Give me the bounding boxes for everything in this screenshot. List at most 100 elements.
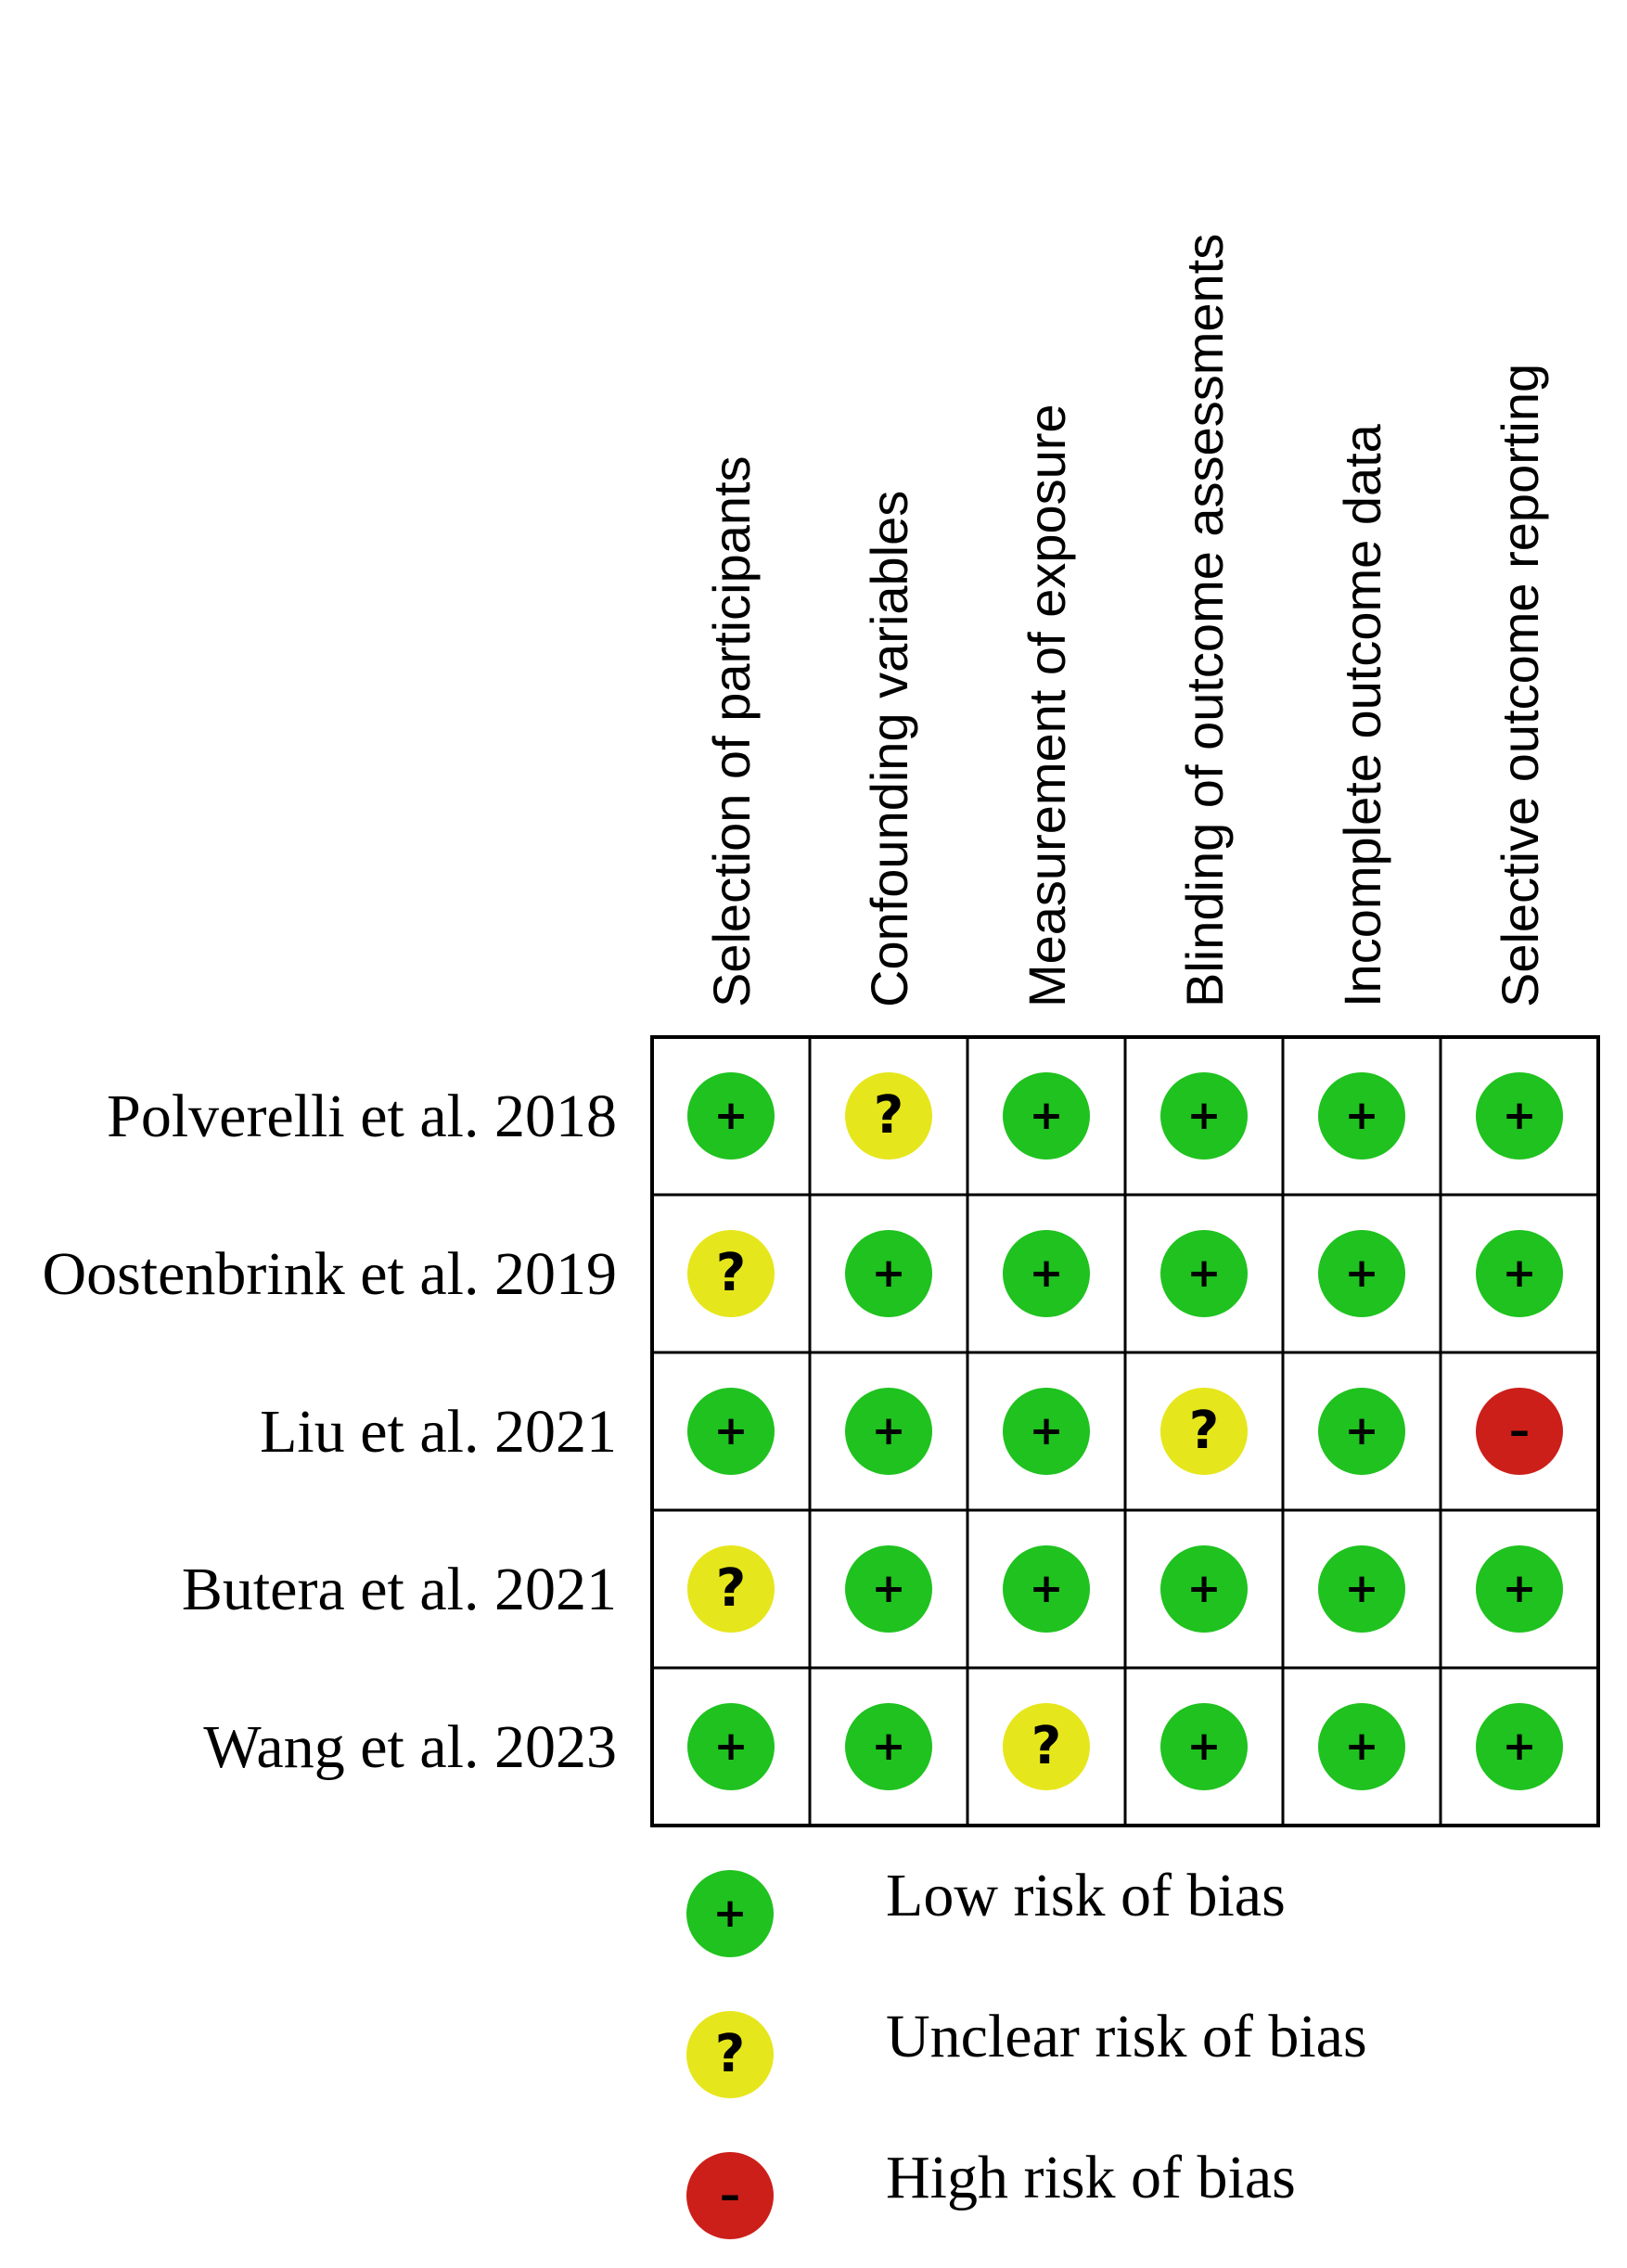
judgement-low-r1-c3: +: [1003, 1072, 1090, 1160]
judgement-low-r5-c5-circle: [1318, 1703, 1405, 1790]
judgement-unclear-r1-c2-circle: [845, 1072, 932, 1160]
judgement-low-r2-c3-symbol: +: [1030, 1249, 1064, 1297]
judgement-low-r5-c1-circle: [687, 1703, 775, 1790]
judgement-low-r2-c6: +: [1476, 1230, 1563, 1317]
judgement-unclear-r4-c1-circle: [687, 1545, 775, 1633]
judgement-low-r4-c3-symbol: +: [1030, 1565, 1064, 1612]
judgement-low-r4-c3: +: [1003, 1545, 1090, 1633]
judgement-high-r3-c6-circle: [1476, 1388, 1563, 1475]
judgement-low-r2-c5: +: [1318, 1230, 1405, 1317]
legend-high-icon-symbol: –: [720, 2172, 740, 2219]
legend-high-icon: –: [686, 2152, 774, 2239]
judgement-low-r4-c5: +: [1318, 1545, 1405, 1633]
judgement-low-r2-c4-symbol: +: [1187, 1249, 1222, 1297]
judgement-low-r3-c5-symbol: +: [1345, 1407, 1379, 1454]
judgement-low-r1-c3-symbol: +: [1030, 1092, 1064, 1139]
judgement-low-r1-c6: +: [1476, 1072, 1563, 1160]
row-label-4: Butera et al. 2021: [182, 1556, 617, 1623]
column-label-4: Blinding of outcome assessments: [1175, 234, 1234, 1007]
judgement-low-r2-c2-circle: [845, 1230, 932, 1317]
judgement-high-r3-c6-symbol: –: [1509, 1407, 1530, 1454]
judgement-low-r5-c2: +: [845, 1703, 932, 1790]
judgement-low-r4-c6: +: [1476, 1545, 1563, 1633]
judgement-low-r3-c2-symbol: +: [872, 1407, 906, 1454]
judgement-low-r5-c5-symbol: +: [1345, 1723, 1379, 1770]
judgement-low-r4-c4: +: [1160, 1545, 1248, 1633]
judgement-unclear-r4-c1: ?: [687, 1545, 775, 1633]
row-label-5: Wang et al. 2023: [203, 1713, 617, 1781]
judgement-unclear-r3-c4: ?: [1160, 1388, 1248, 1475]
judgement-low-r4-c4-symbol: +: [1187, 1565, 1222, 1612]
judgement-low-r2-c4: +: [1160, 1230, 1248, 1317]
judgement-marks: +? + + + +? + + + + + + + +? + –? + + + + + + +? + + +: [687, 1072, 1563, 1790]
judgement-low-r5-c1: +: [687, 1703, 775, 1790]
column-label-6: Selective outcome reporting: [1491, 364, 1549, 1007]
column-labels: Selection of participants Confounding var…: [702, 234, 1549, 1007]
judgement-low-r5-c4: +: [1160, 1703, 1248, 1790]
judgement-unclear-r3-c4-symbol: ?: [1189, 1401, 1219, 1461]
judgement-low-r1-c1: +: [687, 1072, 775, 1160]
legend-unclear-icon-circle: [686, 2011, 774, 2098]
row-label-3: Liu et al. 2021: [260, 1398, 617, 1466]
column-label-5: Incomplete outcome data: [1333, 423, 1391, 1007]
judgement-low-r4-c6-symbol: +: [1503, 1565, 1537, 1612]
judgement-low-r3-c5: +: [1318, 1388, 1405, 1475]
judgement-low-r2-c6-symbol: +: [1503, 1249, 1537, 1297]
judgement-grid: [650, 1035, 1600, 1827]
judgement-low-r1-c1-symbol: +: [714, 1092, 749, 1139]
judgement-low-r5-c6-circle: [1476, 1703, 1563, 1790]
judgement-low-r1-c6-circle: [1476, 1072, 1563, 1160]
judgement-low-r4-c4-circle: [1160, 1545, 1248, 1633]
legend-label-low: Low risk of bias: [886, 1862, 1286, 1929]
judgement-low-r1-c4-circle: [1160, 1072, 1248, 1160]
judgement-low-r1-c5-symbol: +: [1345, 1092, 1379, 1139]
judgement-low-r1-c6-symbol: +: [1503, 1092, 1537, 1139]
judgement-low-r1-c4-symbol: +: [1187, 1092, 1222, 1139]
judgement-low-r3-c3-symbol: +: [1030, 1407, 1064, 1454]
judgement-low-r1-c5: +: [1318, 1072, 1405, 1160]
judgement-low-r5-c2-symbol: +: [872, 1723, 906, 1770]
judgement-low-r1-c4: +: [1160, 1072, 1248, 1160]
legend-unclear-icon-symbol: ?: [715, 2024, 745, 2084]
judgement-low-r1-c1-circle: [687, 1072, 775, 1160]
judgement-low-r2-c2: +: [845, 1230, 932, 1317]
judgement-low-r3-c2-circle: [845, 1388, 932, 1475]
judgement-unclear-r2-c1: ?: [687, 1230, 775, 1317]
judgement-low-r5-c1-symbol: +: [714, 1723, 749, 1770]
judgement-low-r3-c1: +: [687, 1388, 775, 1475]
legend-high-icon-circle: [686, 2152, 774, 2239]
judgement-low-r5-c6: +: [1476, 1703, 1563, 1790]
judgement-low-r4-c5-circle: [1318, 1545, 1405, 1633]
legend-unclear-icon: ?: [686, 2011, 774, 2098]
judgement-low-r4-c5-symbol: +: [1345, 1565, 1379, 1612]
judgement-low-r4-c2-symbol: +: [872, 1565, 906, 1612]
legend-low-icon-symbol: +: [713, 1890, 748, 1937]
judgement-low-r2-c4-circle: [1160, 1230, 1248, 1317]
judgement-unclear-r1-c2: ?: [845, 1072, 932, 1160]
judgement-low-r4-c2: +: [845, 1545, 932, 1633]
judgement-unclear-r2-c1-circle: [687, 1230, 775, 1317]
legend-label-unclear: Unclear risk of bias: [886, 2003, 1367, 2070]
column-label-1: Selection of participants: [702, 455, 761, 1007]
judgement-low-r3-c5-circle: [1318, 1388, 1405, 1475]
judgement-low-r2-c5-circle: [1318, 1230, 1405, 1317]
judgement-low-r5-c4-circle: [1160, 1703, 1248, 1790]
judgement-low-r1-c3-circle: [1003, 1072, 1090, 1160]
judgement-low-r2-c2-symbol: +: [872, 1249, 906, 1297]
judgement-low-r4-c2-circle: [845, 1545, 932, 1633]
judgement-unclear-r5-c3-circle: [1003, 1703, 1090, 1790]
legend-low-icon-circle: [686, 1870, 774, 1957]
legend: + Low risk of bias? Unclear risk of bias – H…: [686, 1862, 1367, 2239]
judgement-low-r5-c6-symbol: +: [1503, 1723, 1537, 1770]
judgement-low-r4-c6-circle: [1476, 1545, 1563, 1633]
legend-low-icon: +: [686, 1870, 774, 1957]
judgement-low-r3-c1-symbol: +: [714, 1407, 749, 1454]
row-labels: Polverelli et al. 2018 Oostenbrink et al.…: [42, 1083, 617, 1781]
column-label-3: Measurement of exposure: [1018, 404, 1076, 1007]
column-label-2: Confounding variables: [860, 491, 918, 1007]
judgement-high-r3-c6: –: [1476, 1388, 1563, 1475]
judgement-low-r3-c3-circle: [1003, 1388, 1090, 1475]
row-label-2: Oostenbrink et al. 2019: [42, 1240, 617, 1308]
judgement-low-r3-c1-circle: [687, 1388, 775, 1475]
judgement-low-r3-c3: +: [1003, 1388, 1090, 1475]
